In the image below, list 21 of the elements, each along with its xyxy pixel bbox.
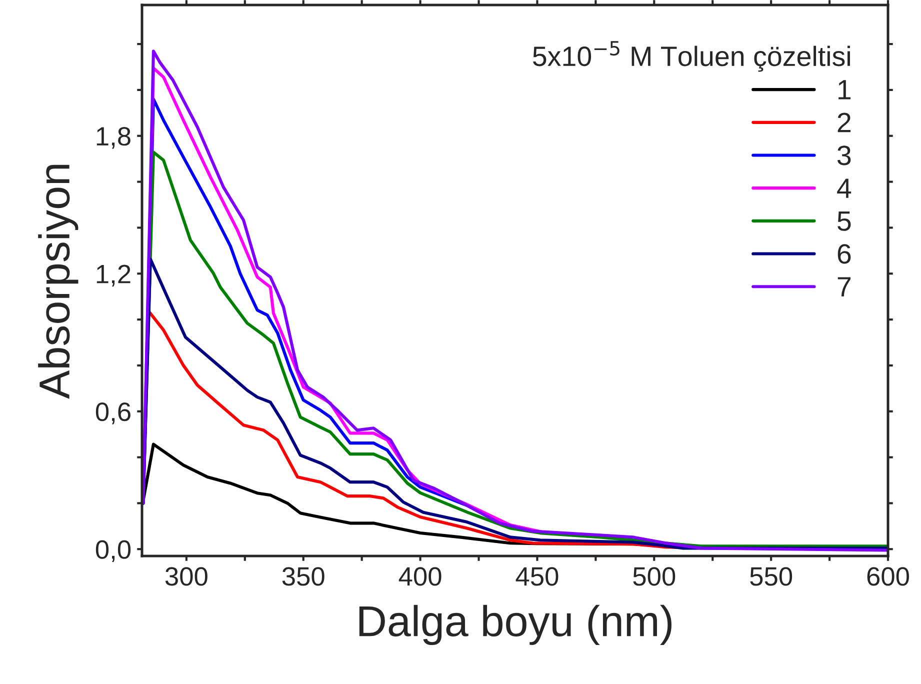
legend-label: 4 [837,178,852,198]
legend-label: 5 [838,212,851,231]
x-tick-label: 600 [867,567,909,586]
y-tick-label: 0,6 [96,402,130,424]
x-axis-title: Dalga boyu (nm) [359,604,672,646]
legend-label: 2 [838,112,850,132]
legend-label: 3 [838,146,851,166]
x-tick-label: 450 [516,567,558,586]
legend-title: 5x10$^{−5}$ M Toluen çözeltisi [533,41,850,72]
y-tick-label: 1,8 [96,126,130,149]
legend-label: 6 [838,244,851,264]
legend-label: 1 [838,80,851,100]
x-tick-label: 500 [633,567,676,586]
legend-label: 7 [838,277,850,296]
y-axis-title: Absorpsiyon [38,164,78,399]
y-tick-label: 0,0 [96,540,131,562]
y-tick-label: 1,2 [96,264,130,287]
x-tick-label: 300 [165,567,208,586]
x-tick-label: 350 [282,567,324,586]
x-tick-label: 400 [398,567,442,586]
x-tick-label: 550 [750,567,792,586]
